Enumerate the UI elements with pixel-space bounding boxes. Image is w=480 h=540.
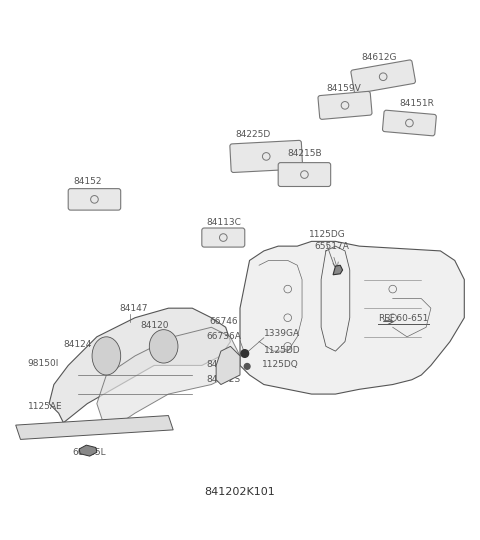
Text: 1125DQ: 1125DQ — [262, 360, 298, 369]
Text: 84151R: 84151R — [400, 99, 435, 108]
Text: 66725L: 66725L — [72, 448, 106, 457]
Text: 84152: 84152 — [73, 178, 101, 186]
FancyBboxPatch shape — [383, 110, 436, 136]
FancyBboxPatch shape — [351, 60, 415, 93]
Text: 84215B: 84215B — [288, 149, 323, 158]
Text: 84124: 84124 — [63, 340, 92, 349]
Text: 84141K: 84141K — [206, 360, 241, 369]
Polygon shape — [97, 327, 240, 432]
Text: REF.60-651: REF.60-651 — [378, 314, 429, 323]
Polygon shape — [240, 241, 464, 394]
Text: 84225D: 84225D — [235, 130, 270, 139]
Text: 1339GA: 1339GA — [264, 329, 300, 338]
Text: 66746: 66746 — [209, 318, 238, 326]
Text: 84113C: 84113C — [206, 218, 241, 227]
FancyBboxPatch shape — [318, 91, 372, 119]
Polygon shape — [49, 308, 230, 423]
Text: 84147: 84147 — [120, 304, 148, 313]
Text: 84142S: 84142S — [206, 375, 240, 383]
Text: 98150I: 98150I — [28, 359, 59, 368]
Text: 1125DG: 1125DG — [309, 230, 346, 239]
Text: 66736A: 66736A — [206, 332, 241, 341]
Text: 84120: 84120 — [141, 321, 169, 329]
FancyBboxPatch shape — [68, 188, 120, 210]
FancyBboxPatch shape — [278, 163, 331, 186]
FancyBboxPatch shape — [202, 228, 245, 247]
Text: 65517A: 65517A — [314, 242, 349, 251]
Polygon shape — [79, 445, 97, 456]
Circle shape — [244, 363, 250, 369]
Polygon shape — [16, 416, 173, 440]
Circle shape — [241, 350, 249, 357]
Text: 84159V: 84159V — [326, 84, 360, 93]
Text: 841202K101: 841202K101 — [204, 487, 276, 497]
Text: 84612G: 84612G — [362, 53, 397, 63]
Polygon shape — [216, 346, 240, 384]
Ellipse shape — [149, 329, 178, 363]
FancyBboxPatch shape — [230, 140, 302, 172]
Text: 1125DD: 1125DD — [264, 346, 300, 355]
Polygon shape — [333, 265, 343, 275]
Text: 1125AE: 1125AE — [28, 402, 62, 411]
Ellipse shape — [92, 337, 120, 375]
